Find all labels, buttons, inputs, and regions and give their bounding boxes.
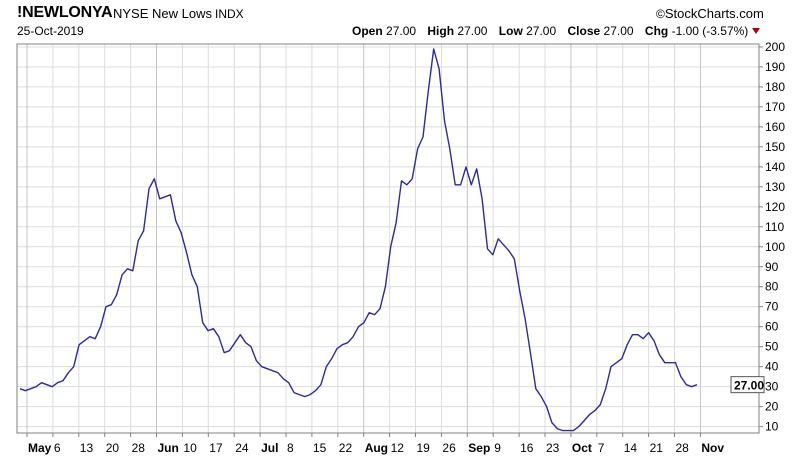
x-tick-label: 26 (442, 441, 456, 455)
y-tick-label: 60 (765, 320, 779, 334)
close-label: Close (567, 24, 601, 38)
exchange: INDX (214, 7, 244, 21)
x-axis: May 6 13 20 28 Jun 10 17 24 Jul 8 15 22 Aug 12 19 26 Sep 9… (26, 433, 724, 455)
x-tick-label: Aug (365, 441, 388, 455)
x-tick-label: Jun (158, 441, 179, 455)
low-value: 27.00 (526, 24, 557, 38)
y-tick-label: 20 (765, 400, 779, 414)
y-tick-label: 100 (765, 240, 785, 254)
x-tick-label: 21 (650, 441, 664, 455)
last-value-box (730, 376, 765, 394)
x-tick-label: 12 (391, 441, 405, 455)
y-tick-label: 170 (765, 100, 785, 114)
x-tick-label: May (28, 441, 52, 455)
high-label: High (427, 24, 455, 38)
x-tick-label: Jul (261, 441, 278, 455)
chg-label: Chg (644, 24, 669, 38)
x-tick-label: 15 (313, 441, 327, 455)
chg-value: -1.00 (-3.57%) (671, 24, 749, 38)
last-value-label: 27.00 (734, 379, 764, 393)
high-value: 27.00 (457, 24, 488, 38)
y-tick-label: 90 (765, 260, 779, 274)
x-tick-label: 8 (287, 441, 294, 455)
low-label: Low (498, 24, 523, 38)
y-tick-label: 150 (765, 140, 785, 154)
x-tick-label: 7 (598, 441, 605, 455)
ohlc-readout: Open 27.00 High 27.00 Low 27.00 Close 27… (352, 24, 761, 38)
y-tick-label: 130 (765, 180, 785, 194)
copyright-icon: © (656, 7, 665, 21)
y-tick-label: 10 (765, 420, 779, 434)
brand-name: StockCharts.com (664, 6, 764, 21)
x-tick-label: 28 (676, 441, 690, 455)
x-tick-label: 10 (183, 441, 197, 455)
close-value: 27.00 (603, 24, 634, 38)
series-group (19, 48, 698, 432)
open-label: Open (352, 24, 383, 38)
x-tick-label: 24 (235, 441, 249, 455)
y-tick-label: 190 (765, 60, 785, 74)
y-tick-label: 120 (765, 200, 785, 214)
y-tick-label: 200 (765, 40, 785, 54)
x-tick-label: 16 (520, 441, 534, 455)
last-value-marker: 27.00 (730, 376, 765, 394)
open-value: 27.00 (386, 24, 417, 38)
y-tick-label: 50 (765, 340, 779, 354)
y-tick-label: 110 (765, 220, 784, 234)
plot-frame (16, 43, 760, 434)
y-axis: 10 20 30 40 50 60 70 80 90 100 110 120 130 140 150 160 1… (759, 40, 785, 434)
x-tick-label: 9 (494, 441, 501, 455)
chart-date: 25-Oct-2019 (17, 24, 84, 38)
series-line (19, 48, 698, 432)
y-tick-label: 160 (765, 120, 785, 134)
x-tick-label: 19 (417, 441, 431, 455)
security-name-text: NYSE New Lows (113, 6, 212, 21)
chart-header: !NEWLONYA NYSE New Lows INDX 25-Oct-2019 … (0, 0, 800, 44)
x-tick-label: 22 (339, 441, 353, 455)
symbol: !NEWLONYA (17, 4, 113, 21)
x-tick-label: Sep (468, 441, 490, 455)
x-tick-label: 23 (546, 441, 560, 455)
x-tick-label: 14 (624, 441, 638, 455)
security-name: NYSE New Lows INDX (113, 6, 244, 21)
x-tick-label: 17 (209, 441, 223, 455)
y-tick-label: 40 (765, 360, 779, 374)
brand: ©StockCharts.com (656, 6, 764, 21)
x-tick-label: 28 (132, 441, 146, 455)
y-tick-label: 30 (765, 380, 779, 394)
y-tick-label: 180 (765, 80, 785, 94)
grid-lines (17, 44, 759, 433)
y-tick-label: 70 (765, 300, 779, 314)
y-tick-label: 140 (765, 160, 785, 174)
x-tick-label: Oct (572, 441, 592, 455)
x-tick-label: 20 (106, 441, 120, 455)
down-arrow-icon (752, 28, 761, 34)
y-tick-label: 80 (765, 280, 779, 294)
x-tick-label: Nov (701, 441, 724, 455)
x-tick-label: 6 (54, 441, 61, 455)
x-tick-label: 13 (80, 441, 94, 455)
